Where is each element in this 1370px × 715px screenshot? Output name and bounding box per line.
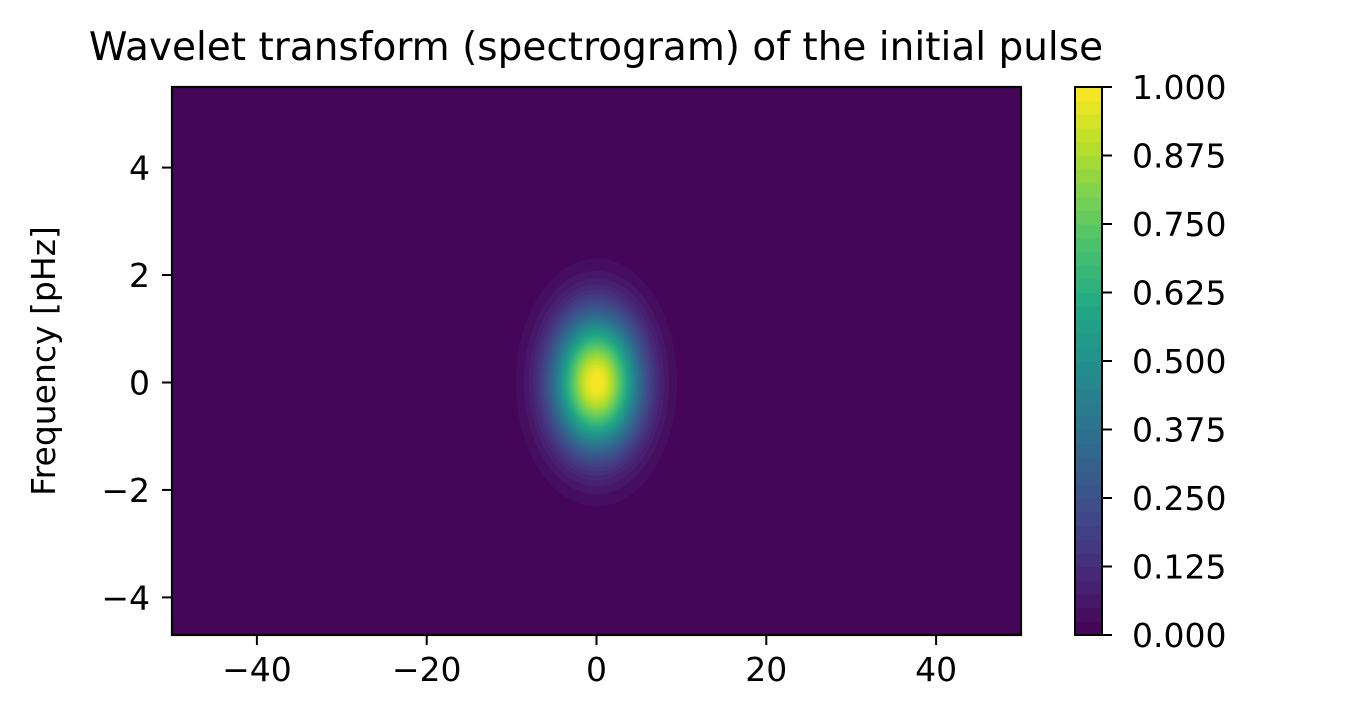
colorbar-band [1075,100,1102,115]
contour-band [589,372,604,393]
colorbar-tick-label: 0.375 [1132,411,1226,450]
colorbar-band [1075,114,1102,129]
colorbar-band [1075,388,1102,403]
colorbar-band [1075,265,1102,280]
colorbar-band [1075,224,1102,239]
colorbar-band [1075,402,1102,417]
colorbar-tick-label: 0.500 [1132,342,1226,381]
colorbar-band [1075,169,1102,184]
colorbar-band [1075,361,1102,376]
colorbar-band [1075,511,1102,526]
colorbar-band [1075,415,1102,431]
colorbar-band [1075,347,1102,362]
colorbar-band [1075,580,1102,595]
colorbar-tick-label: 0.250 [1132,479,1226,518]
colorbar-band [1075,292,1102,307]
colorbar-band [1075,278,1102,294]
colorbar-band [1075,87,1102,102]
colorbar-tick-label: 0.875 [1132,137,1226,176]
colorbar-band [1075,593,1102,609]
x-tick-label: −20 [392,650,462,689]
colorbar-band [1075,484,1102,499]
colorbar-ticks: 0.000 0.125 0.250 0.375 0.500 0.625 0.750 0.875… [1102,68,1226,655]
colorbar-band [1075,319,1102,335]
colorbar-band [1075,155,1102,170]
colorbar-bands [1075,87,1102,636]
chart-title: Wavelet transform (spectrogram) of the i… [89,25,1103,70]
colorbar-band [1075,525,1102,540]
colorbar-band [1075,196,1102,211]
colorbar-tick-label: 0.000 [1132,616,1226,655]
colorbar: 0.000 0.125 0.250 0.375 0.500 0.625 0.750 0.875… [1074,68,1226,655]
colorbar-tick-label: 0.125 [1132,548,1226,587]
x-tick-label: 0 [586,650,607,689]
y-tick-label: −2 [101,471,150,510]
colorbar-band [1075,470,1102,485]
colorbar-band [1075,456,1102,472]
colorbar-tick-label: 0.750 [1132,205,1226,244]
colorbar-band [1075,210,1102,225]
colorbar-tick-label: 0.625 [1132,274,1226,313]
colorbar-band [1075,182,1102,198]
colorbar-band [1075,539,1102,554]
colorbar-band [1075,621,1102,636]
y-tick-label: 0 [129,363,150,402]
colorbar-band [1075,607,1102,622]
colorbar-band [1075,429,1102,444]
y-tick-label: 2 [129,256,150,295]
colorbar-band [1075,374,1102,389]
colorbar-band [1075,566,1102,581]
x-axis-ticks: −40 −20 0 20 40 [222,635,957,689]
y-tick-label: 4 [129,149,150,188]
contour-fills [515,258,678,507]
colorbar-band [1075,141,1102,157]
x-tick-label: 40 [915,650,957,689]
x-tick-label: −40 [222,650,292,689]
colorbar-band [1075,552,1102,568]
colorbar-band [1075,237,1102,252]
colorbar-band [1075,128,1102,143]
y-axis-ticks: −4 −2 0 2 4 [101,149,172,617]
colorbar-band [1075,498,1102,513]
colorbar-band [1075,443,1102,458]
y-tick-label: −4 [101,578,150,617]
colorbar-band [1075,333,1102,348]
y-axis-label: Frequency [pHz] [24,226,63,496]
x-tick-label: 20 [745,650,787,689]
colorbar-tick-label: 1.000 [1132,68,1226,107]
colorbar-band [1075,306,1102,321]
colorbar-band [1075,251,1102,266]
plot-area [172,87,1021,635]
